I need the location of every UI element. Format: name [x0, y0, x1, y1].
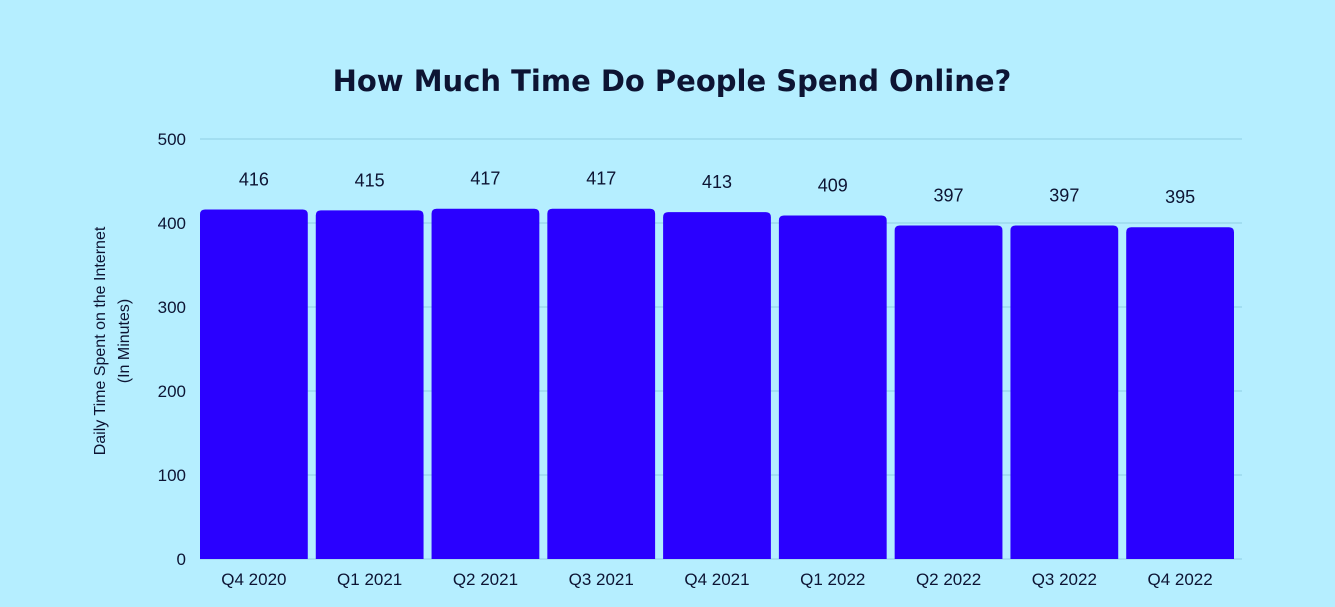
bar-q2-2021	[431, 208, 540, 559]
bar-q2-2022	[894, 225, 1003, 559]
y-axis-ticks: 0 100 200 300 400 500	[158, 130, 186, 569]
data-label: 417	[470, 169, 500, 189]
data-label: 415	[355, 170, 385, 190]
y-tick-label: 200	[158, 382, 186, 401]
x-tick-label: Q3 2022	[1032, 570, 1097, 589]
data-label: 416	[239, 170, 269, 190]
data-label: 395	[1165, 187, 1195, 207]
x-tick-label: Q2 2022	[916, 570, 981, 589]
bar-q4-2020	[200, 209, 308, 559]
x-tick-label: Q4 2022	[1147, 570, 1212, 589]
bar-q1-2021	[315, 210, 424, 559]
y-axis-label-line1: Daily Time Spent on the Internet	[92, 226, 109, 455]
x-tick-label: Q3 2021	[569, 570, 634, 589]
bars	[200, 208, 1234, 559]
x-tick-label: Q2 2021	[453, 570, 518, 589]
y-tick-label: 100	[158, 466, 186, 485]
y-tick-label: 300	[158, 298, 186, 317]
y-tick-label: 400	[158, 214, 186, 233]
bar-q4-2022	[1126, 227, 1234, 559]
bar-q3-2021	[547, 208, 656, 559]
data-label: 397	[934, 186, 964, 206]
bar-q1-2022	[778, 215, 887, 559]
x-tick-label: Q1 2021	[337, 570, 402, 589]
x-axis-ticks: Q4 2020 Q1 2021 Q2 2021 Q3 2021 Q4 2021 Q1 20…	[221, 570, 1212, 589]
chart-title: How Much Time Do People Spend Online?	[333, 64, 1012, 98]
bar-q4-2021	[663, 212, 771, 559]
data-label: 413	[702, 172, 732, 192]
data-label: 397	[1049, 186, 1079, 206]
x-tick-label: Q4 2020	[221, 570, 286, 589]
y-tick-label: 0	[177, 550, 186, 569]
y-tick-label: 500	[158, 130, 186, 149]
y-axis-label-line2: (In Minutes)	[116, 299, 133, 383]
x-tick-label: Q4 2021	[684, 570, 749, 589]
x-tick-label: Q1 2022	[800, 570, 865, 589]
data-labels: 416 415 417 417 413 409 397 397 395	[239, 169, 1195, 207]
data-label: 417	[586, 169, 616, 189]
data-label: 409	[818, 175, 848, 195]
bar-q3-2022	[1010, 225, 1119, 559]
